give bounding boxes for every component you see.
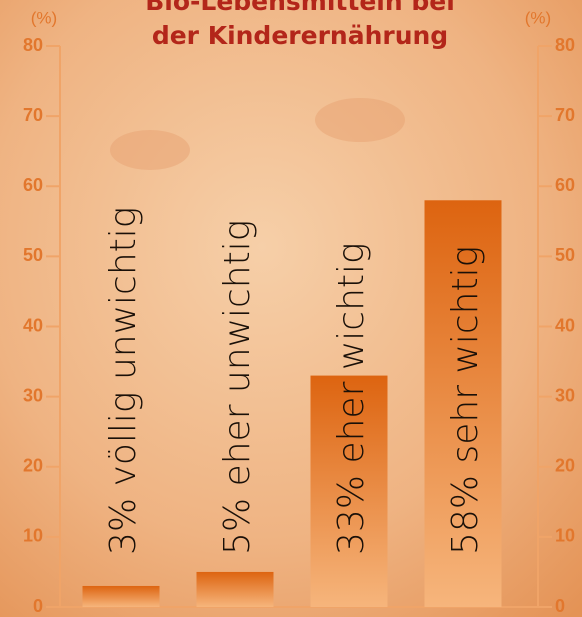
y-tick-label: 30 xyxy=(23,385,43,405)
bar-label: 58% sehr wichtig xyxy=(445,246,486,555)
y2-tick-label: 0 xyxy=(555,596,565,616)
y-tick-label: 60 xyxy=(23,175,43,195)
y2-tick-label: 20 xyxy=(555,456,575,476)
value-label: 58% xyxy=(445,475,486,555)
value-label: 5% xyxy=(217,498,258,555)
chart: Bio-Lebensmitteln bei der Kinderernährun… xyxy=(0,0,582,617)
y-tick-label: 10 xyxy=(23,526,43,546)
category-label: sehr wichtig xyxy=(445,246,486,464)
y2-tick-label: 70 xyxy=(555,105,575,125)
bar xyxy=(197,572,274,607)
y2-axis-label: (%) xyxy=(525,8,551,27)
y-tick-label: 50 xyxy=(23,245,43,265)
chart-title: Bio-Lebensmitteln bei xyxy=(145,0,455,16)
bar xyxy=(83,586,160,607)
value-label: 33% xyxy=(331,475,372,555)
photo-shade xyxy=(110,130,190,170)
chart-title: der Kinderernährung xyxy=(152,21,448,50)
y2-tick-label: 60 xyxy=(555,175,575,195)
bar-label: 5% eher unwichtig xyxy=(217,220,258,555)
category-label: völlig unwichtig xyxy=(103,207,144,487)
y2-tick-label: 80 xyxy=(555,35,575,55)
bar-label: 3% völlig unwichtig xyxy=(103,207,144,555)
y-axis-label: (%) xyxy=(31,8,57,27)
y-tick-label: 70 xyxy=(23,105,43,125)
category-label: eher unwichtig xyxy=(217,220,258,487)
photo-shade xyxy=(315,98,405,142)
y-tick-label: 80 xyxy=(23,35,43,55)
y-tick-label: 40 xyxy=(23,315,43,335)
bar-label: 33% eher wichtig xyxy=(331,242,372,555)
y-tick-label: 0 xyxy=(33,596,43,616)
value-label: 3% xyxy=(103,498,144,555)
y-tick-label: 20 xyxy=(23,456,43,476)
y2-tick-label: 40 xyxy=(555,315,575,335)
y2-tick-label: 10 xyxy=(555,526,575,546)
y2-tick-label: 30 xyxy=(555,385,575,405)
category-label: eher wichtig xyxy=(331,242,372,463)
y2-tick-label: 50 xyxy=(555,245,575,265)
